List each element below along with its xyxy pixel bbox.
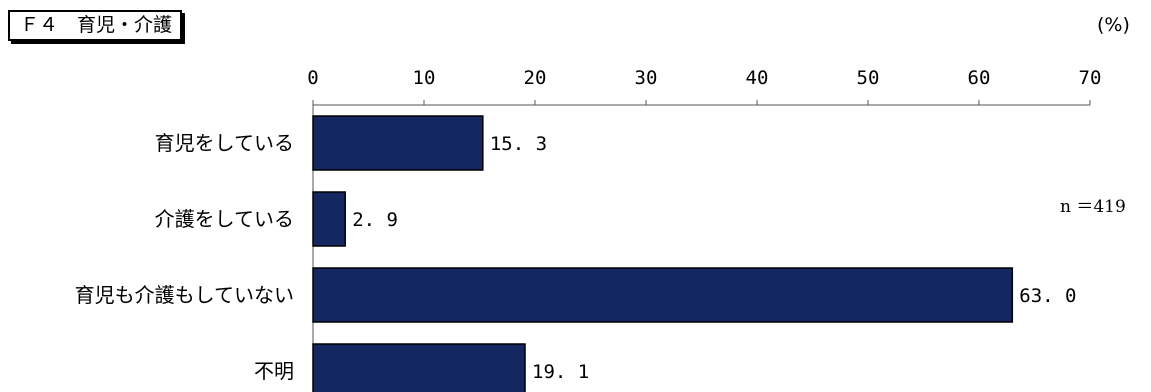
bar-value-label: 15. 3	[490, 133, 547, 155]
bar-value-label: 2. 9	[352, 209, 398, 231]
bar	[312, 115, 484, 171]
x-tick-label: 20	[524, 67, 547, 89]
category-label: 育児も介護もしていない	[75, 283, 294, 307]
chart-title: Ｆ４ 育児・介護	[8, 10, 183, 41]
bar	[312, 343, 526, 392]
x-tick-label: 50	[857, 67, 880, 89]
x-tick-label: 70	[1079, 67, 1102, 89]
category-label: 不明	[254, 359, 294, 383]
x-tick-label: 10	[413, 67, 436, 89]
bar	[312, 191, 346, 247]
x-tick-label: 40	[746, 67, 769, 89]
x-tick-label: 0	[307, 67, 318, 89]
bar-value-label: 19. 1	[532, 361, 589, 383]
unit-label: (%)	[1097, 14, 1130, 36]
sample-size-label: n ＝419	[1060, 197, 1126, 217]
category-label: 介護をしている	[155, 207, 294, 231]
bar	[312, 267, 1014, 323]
x-tick-label: 60	[968, 67, 991, 89]
category-label: 育児をしている	[155, 131, 294, 155]
bar-value-label: 63. 0	[1019, 285, 1076, 307]
x-tick-label: 30	[635, 67, 658, 89]
